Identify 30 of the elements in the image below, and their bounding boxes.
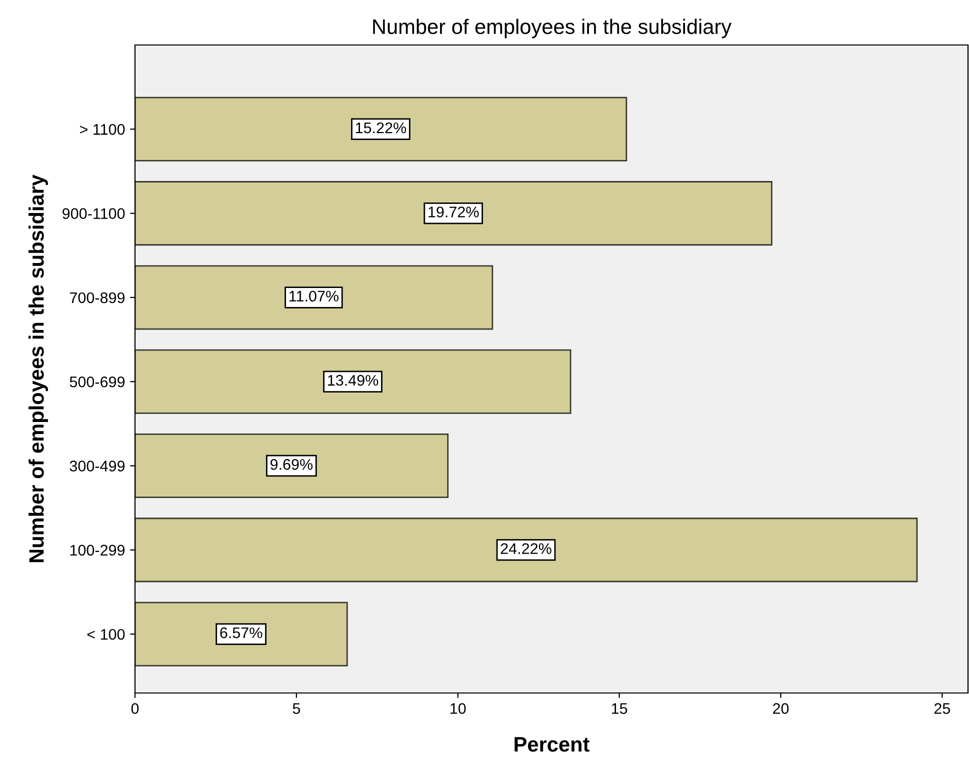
bar [135, 181, 772, 246]
bar [135, 518, 918, 582]
x-tick-label: 5 [292, 703, 300, 714]
bar [135, 349, 572, 414]
x-tick-label: 25 [934, 703, 950, 714]
x-axis-title: Percent [514, 737, 590, 752]
bar [135, 602, 348, 666]
x-tick-label: 15 [612, 703, 628, 714]
y-axis-title: Number of employees in the subsidiary [28, 174, 48, 562]
y-tick-label: 300-499 [70, 460, 125, 472]
bar [135, 434, 449, 498]
x-tick-label: 0 [131, 703, 139, 714]
data-label: 15.22% [356, 122, 406, 134]
y-tick-label: 900-1100 [62, 208, 125, 219]
data-label: 6.57% [220, 627, 262, 638]
chart-title: Number of employees in the subsidiary [373, 18, 732, 38]
x-tick-label: 10 [450, 703, 466, 714]
bar [135, 265, 494, 330]
data-label: 19.72% [428, 206, 479, 218]
y-tick-label: < 100 [87, 628, 125, 640]
y-tick-label: 500-699 [70, 376, 125, 388]
y-tick-label: 100-299 [70, 544, 125, 556]
y-tick-label: 700-899 [70, 292, 125, 304]
bar [135, 96, 628, 162]
data-label: 9.69% [270, 459, 313, 470]
data-label: 24.22% [500, 543, 552, 554]
y-tick-label: > 1100 [80, 124, 125, 135]
x-tick-label: 20 [773, 703, 789, 714]
data-label: 13.49% [328, 374, 378, 386]
data-label: 11.07% [290, 290, 339, 302]
